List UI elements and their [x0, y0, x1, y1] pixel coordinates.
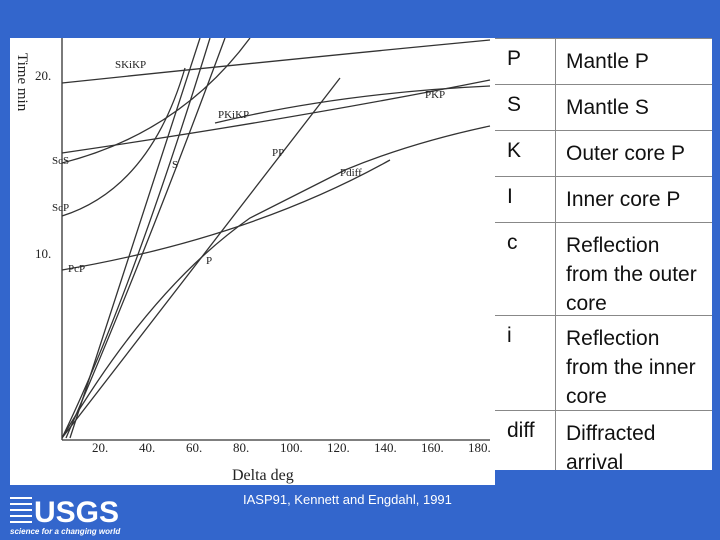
y-tick-label: 20.	[35, 68, 51, 83]
phase-label: ScP	[52, 202, 69, 214]
meaning-cell: Mantle S	[566, 96, 649, 119]
phase-label: P	[206, 255, 212, 267]
table-row: c Reflection from the outer core	[495, 222, 712, 315]
meaning-cell: Inner core P	[566, 188, 681, 211]
table-row: I Inner core P	[495, 176, 712, 222]
logo-name: USGS	[34, 496, 119, 529]
symbol-cell: I	[507, 185, 513, 208]
usgs-logo: USGS science for a changing world	[10, 496, 121, 536]
x-tick-label: 80.	[233, 440, 249, 455]
meaning-cell: Diffracted arrival	[566, 422, 656, 474]
table-row: P Mantle P	[495, 38, 712, 84]
x-tick-label: 140.	[374, 440, 397, 455]
table-row: i Reflection from the inner core	[495, 315, 712, 410]
phase-label: Pdiff	[340, 167, 362, 179]
symbol-cell: S	[507, 93, 522, 116]
meaning-cell: Reflection from the outer core	[566, 234, 697, 315]
y-axis-label: Time min	[14, 53, 30, 112]
phase-label: S	[172, 159, 178, 171]
phase-label: SKiKP	[115, 59, 146, 71]
logo-waves	[10, 497, 32, 523]
symbol-cell: P	[507, 47, 522, 70]
meaning-cell: Reflection from the inner core	[566, 327, 696, 408]
phase-label: PP	[272, 147, 284, 159]
phase-label: ScS	[52, 155, 69, 167]
meaning-cell: Mantle P	[566, 50, 649, 73]
table-row: S Mantle S	[495, 84, 712, 130]
x-tick-label: 160.	[421, 440, 444, 455]
x-tick-label: 20.	[92, 440, 108, 455]
symbol-cell: i	[507, 324, 512, 347]
x-tick-label: 40.	[139, 440, 155, 455]
travel-time-figure: Time min 20. 10. 20. 40. 60. 80. 100. 120. 140…	[10, 38, 495, 485]
symbol-cell: diff	[507, 419, 535, 442]
meaning-cell: Outer core P	[566, 142, 686, 165]
x-tick-label: 100.	[280, 440, 303, 455]
phase-label: PcP	[68, 263, 85, 275]
table-row: diff Diffracted arrival	[495, 410, 712, 474]
curves	[61, 38, 491, 441]
phase-label: PKiKP	[218, 109, 249, 121]
legend-table: P Mantle P S Mantle S K Outer core P I Inner co…	[495, 38, 712, 474]
symbol-cell: K	[507, 139, 522, 162]
x-tick-label: 180.	[468, 440, 491, 455]
caption: IASP91, Kennett and Engdahl, 1991	[243, 492, 452, 507]
table-row: K Outer core P	[495, 130, 712, 176]
logo-tagline: science for a changing world	[10, 527, 121, 536]
y-tick-label: 10.	[35, 246, 51, 261]
symbol-cell: c	[507, 231, 518, 254]
x-tick-label: 60.	[186, 440, 202, 455]
figure-background	[10, 38, 495, 485]
x-axis-label: Delta deg	[232, 467, 294, 484]
phase-label: PKP	[425, 89, 445, 101]
x-tick-label: 120.	[327, 440, 350, 455]
column-divider	[555, 38, 556, 470]
